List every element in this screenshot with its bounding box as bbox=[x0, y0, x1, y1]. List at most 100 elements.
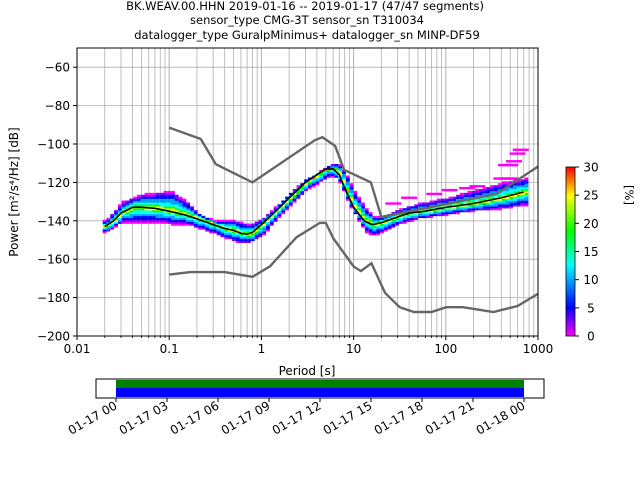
x-tick-label: 1000 bbox=[523, 342, 554, 356]
density-cell bbox=[114, 225, 118, 228]
density-cell bbox=[163, 196, 168, 199]
density-cell bbox=[144, 217, 149, 220]
colorbar-tick-label: 0 bbox=[587, 330, 595, 344]
density-cell bbox=[330, 169, 335, 172]
density-cell bbox=[144, 208, 149, 211]
density-cell bbox=[342, 171, 346, 174]
density-cell bbox=[444, 208, 449, 211]
density-cell bbox=[266, 229, 270, 232]
density-cell bbox=[501, 192, 506, 196]
density-cell bbox=[418, 204, 422, 207]
density-cell bbox=[216, 229, 221, 232]
density-cell bbox=[171, 213, 175, 217]
density-cell bbox=[361, 223, 365, 226]
density-cell bbox=[471, 192, 476, 196]
density-cell bbox=[174, 202, 179, 205]
density-cell bbox=[231, 238, 236, 242]
density-cell bbox=[277, 208, 282, 211]
density-cell bbox=[494, 198, 498, 201]
density-cell bbox=[182, 223, 187, 226]
density-cell bbox=[326, 169, 331, 172]
density-cell bbox=[296, 194, 301, 197]
density-cell bbox=[140, 212, 145, 215]
density-cell bbox=[178, 198, 183, 201]
density-cell bbox=[235, 240, 240, 244]
density-cell bbox=[235, 229, 240, 232]
density-cell bbox=[509, 187, 514, 190]
density-cell bbox=[516, 190, 521, 194]
density-cell bbox=[163, 217, 168, 220]
density-cell bbox=[478, 202, 483, 205]
density-cell bbox=[266, 225, 270, 228]
density-cell bbox=[250, 236, 255, 240]
density-cell bbox=[201, 227, 206, 230]
density-cell bbox=[383, 221, 388, 224]
density-cell bbox=[247, 240, 251, 244]
density-cell bbox=[197, 217, 202, 220]
density-cell bbox=[148, 204, 153, 207]
x-tick-label: 10 bbox=[346, 342, 361, 356]
density-cell bbox=[285, 202, 289, 205]
density-cell bbox=[349, 192, 354, 196]
density-cell bbox=[444, 212, 449, 215]
density-cell bbox=[110, 225, 115, 228]
density-cell bbox=[167, 204, 172, 207]
density-cell bbox=[516, 204, 521, 207]
chart-title-line-3: datalogger_type GuralpMinimus+ datalogge… bbox=[134, 28, 480, 42]
density-cell bbox=[110, 219, 115, 222]
x-axis-ticks: 0.01 0.1 1 10 100 1000 bbox=[64, 336, 554, 356]
density-cell bbox=[368, 213, 373, 217]
density-cell bbox=[239, 233, 244, 236]
density-cell bbox=[505, 202, 510, 205]
density-cell bbox=[197, 227, 202, 230]
density-cell bbox=[516, 194, 521, 197]
density-cell bbox=[364, 225, 369, 228]
density-cell bbox=[205, 225, 210, 228]
density-cell bbox=[307, 183, 312, 186]
density-cell bbox=[345, 181, 350, 184]
density-cell bbox=[524, 185, 529, 188]
density-cell bbox=[144, 194, 149, 197]
density-cell bbox=[330, 171, 335, 174]
density-cell bbox=[482, 190, 487, 194]
density-cell bbox=[501, 198, 506, 201]
density-cell bbox=[425, 213, 430, 217]
density-cell bbox=[509, 202, 514, 205]
density-cell bbox=[357, 206, 362, 209]
density-cell bbox=[136, 198, 141, 201]
density-cell bbox=[516, 200, 521, 203]
density-cell bbox=[167, 219, 172, 222]
density-cell bbox=[144, 192, 149, 196]
density-cell bbox=[140, 221, 145, 224]
density-cell bbox=[418, 202, 422, 205]
density-cell bbox=[273, 206, 278, 209]
density-cell bbox=[163, 212, 168, 215]
density-cell bbox=[163, 202, 168, 205]
density-cell bbox=[345, 185, 350, 188]
density-cell bbox=[463, 194, 468, 197]
density-cell bbox=[125, 217, 130, 220]
density-cell bbox=[452, 210, 457, 213]
density-cell bbox=[182, 217, 187, 220]
density-cell bbox=[136, 200, 141, 203]
density-cell bbox=[421, 213, 426, 217]
density-cell bbox=[133, 212, 137, 215]
density-cell bbox=[349, 204, 354, 207]
density-cell bbox=[456, 198, 460, 201]
density-cell bbox=[448, 200, 453, 203]
density-cell bbox=[254, 236, 259, 240]
density-cell bbox=[349, 206, 354, 209]
density-cell bbox=[182, 215, 187, 219]
density-cell bbox=[182, 210, 187, 213]
timeline-tick-label: 01-17 12 bbox=[270, 398, 324, 437]
density-cell bbox=[326, 171, 331, 174]
density-cell bbox=[315, 183, 320, 186]
density-cell bbox=[486, 192, 491, 196]
density-cell bbox=[364, 227, 369, 230]
density-cell bbox=[520, 196, 525, 199]
density-cell bbox=[402, 219, 407, 222]
density-cell bbox=[467, 192, 472, 196]
density-cell bbox=[205, 223, 210, 226]
density-cell bbox=[140, 213, 145, 217]
